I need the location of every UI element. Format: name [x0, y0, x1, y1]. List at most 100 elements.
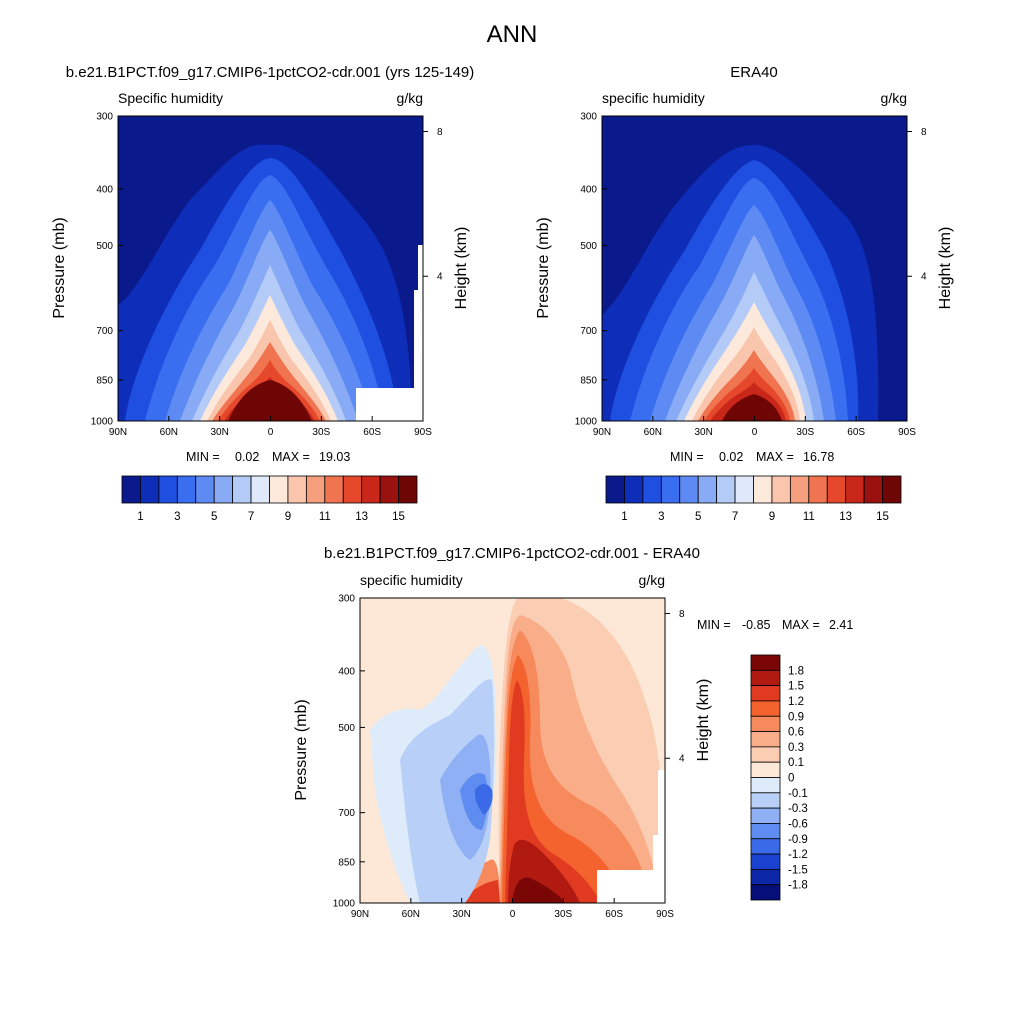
contour-band	[722, 394, 782, 421]
colorbar-swatch	[287, 475, 307, 504]
colorbar-label: 5	[695, 511, 701, 523]
colorbar-label: 9	[285, 511, 291, 523]
x-tick-label: 60S	[363, 427, 381, 438]
x-tick-label: 60N	[644, 427, 662, 438]
y-tick-label: 400	[580, 184, 597, 195]
height-tick-label: 4	[921, 272, 927, 283]
missing-data	[597, 870, 665, 903]
colorbar-label: 0.3	[788, 742, 804, 754]
panel-era40-axes: 90N 60N 30N 0 30S 60S 90S 300 400 500 700 850 1000 8 4	[575, 112, 927, 439]
panel-era40-max-value: 16.78	[803, 450, 834, 464]
panel-era40-min-value: 0.02	[719, 450, 743, 464]
panel-model-ylabel: Pressure (mb)	[51, 217, 68, 318]
x-tick-label: 30S	[796, 427, 814, 438]
missing-data	[356, 388, 423, 421]
x-tick-label: 60N	[402, 909, 420, 920]
panel-difference-units: g/kg	[639, 572, 665, 588]
colorbar-swatch	[605, 475, 625, 504]
colorbar-swatch	[660, 475, 681, 504]
colorbar-swatch	[750, 792, 781, 809]
colorbar-label: -0.1	[788, 788, 808, 800]
panel-difference-ylabel-right: Height (km)	[695, 679, 712, 762]
colorbar-swatch	[750, 838, 781, 855]
contour-band	[512, 877, 565, 903]
panel-model-axes: 90N 60N 30N 0 30S 60S 90S 300 400 500 700 850 1000 8 4	[91, 112, 443, 439]
colorbar-swatch	[398, 475, 418, 504]
colorbar-swatch	[213, 475, 234, 504]
panel-model-min-value: 0.02	[235, 450, 259, 464]
colorbar-swatch	[195, 475, 215, 504]
x-tick-label: 0	[268, 427, 274, 438]
colorbar-swatch	[750, 884, 781, 901]
colorbar-label: 11	[319, 511, 331, 523]
x-tick-label: 90S	[656, 909, 674, 920]
x-tick-label: 0	[752, 427, 758, 438]
colorbar-swatch	[140, 475, 160, 504]
missing-data	[418, 245, 423, 295]
colorbar-swatch	[750, 746, 781, 763]
panel-difference-left-label: specific humidity	[360, 572, 463, 588]
panel-model-colorbar: 1 3 5 7 9 11 13 15	[121, 475, 418, 523]
panel-model-min-label: MIN =	[186, 450, 220, 464]
panel-era40-min-label: MIN =	[670, 450, 704, 464]
colorbar-label: -0.9	[788, 834, 808, 846]
colorbar-label: 0.6	[788, 727, 804, 739]
colorbar-swatch	[642, 475, 662, 504]
colorbar-swatch	[863, 475, 883, 504]
colorbar-label: 9	[769, 511, 775, 523]
colorbar-swatch	[750, 868, 781, 886]
y-tick-label: 300	[96, 112, 113, 123]
colorbar-swatch	[716, 475, 736, 504]
colorbar-swatch	[882, 475, 902, 504]
panel-model-max-label: MAX =	[272, 450, 310, 464]
x-tick-label: 90S	[414, 427, 432, 438]
colorbar-label: -0.6	[788, 818, 808, 830]
panel-difference-min-label: MIN =	[697, 618, 731, 632]
panel-difference-ylabel: Pressure (mb)	[293, 699, 310, 800]
y-tick-label: 500	[96, 241, 113, 252]
height-tick-label: 8	[437, 127, 443, 138]
colorbar-label: 15	[876, 511, 889, 523]
panel-era40-ylabel: Pressure (mb)	[535, 217, 552, 318]
x-tick-label: 0	[510, 909, 516, 920]
colorbar-label: 3	[174, 511, 180, 523]
contour-band	[474, 784, 493, 815]
y-tick-label: 400	[338, 666, 355, 677]
x-tick-label: 30N	[452, 909, 470, 920]
panel-model-ylabel-right: Height (km)	[453, 227, 470, 310]
panel-era40-max-label: MAX =	[756, 450, 794, 464]
x-tick-label: 90N	[351, 909, 369, 920]
y-tick-label: 1000	[575, 417, 598, 428]
panel-era40: ERA40 specific humidity g/kg 90N 60N 30N 0 3…	[535, 64, 954, 523]
panel-difference-max-value: 2.41	[829, 618, 853, 632]
colorbar-label: -1.8	[788, 880, 808, 892]
panel-difference-max-label: MAX =	[782, 618, 820, 632]
colorbar-label: 0	[788, 773, 794, 785]
colorbar-label: -0.3	[788, 803, 808, 815]
panel-model-units: g/kg	[397, 90, 423, 106]
colorbar-swatch	[750, 761, 781, 778]
y-tick-label: 300	[338, 594, 355, 605]
colorbar-swatch	[232, 475, 252, 504]
colorbar-swatch	[121, 475, 141, 504]
missing-data	[414, 290, 423, 421]
height-tick-label: 4	[437, 272, 443, 283]
colorbar-swatch	[250, 475, 270, 504]
panel-difference-title: b.e21.B1PCT.f09_g17.CMIP6-1pctCO2-cdr.00…	[324, 545, 700, 562]
height-tick-label: 8	[921, 127, 927, 138]
panel-era40-units: g/kg	[881, 90, 907, 106]
y-tick-label: 300	[580, 112, 597, 123]
colorbar-label: 1	[621, 511, 627, 523]
x-tick-label: 90N	[593, 427, 611, 438]
colorbar-swatch	[750, 853, 781, 870]
panel-model-contours	[118, 116, 423, 421]
contour-band	[228, 380, 312, 421]
y-tick-label: 500	[338, 723, 355, 734]
contour-band	[460, 880, 500, 903]
colorbar-swatch	[771, 475, 791, 504]
colorbar-swatch	[269, 475, 289, 504]
x-tick-label: 60N	[160, 427, 178, 438]
y-tick-label: 700	[338, 808, 355, 819]
panel-difference-colorbar: 1.8 1.5 1.2 0.9 0.6 0.3 0.1 0 -0.1 -0.3 -0.6 -0.9 -1…	[750, 654, 808, 901]
